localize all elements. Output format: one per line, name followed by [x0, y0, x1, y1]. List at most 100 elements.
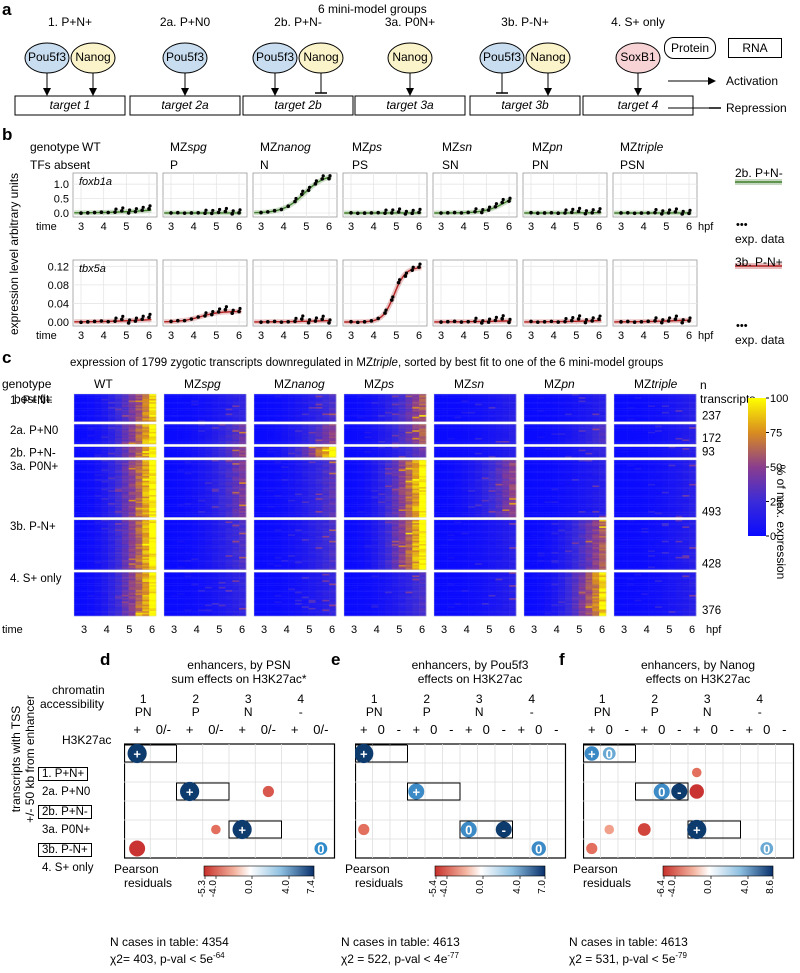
- data-point: [459, 211, 464, 215]
- data-point: [619, 320, 623, 324]
- data-point: [279, 320, 284, 324]
- data-point: [314, 316, 318, 320]
- data-point: [556, 211, 560, 216]
- target-label-0: target 1: [49, 98, 91, 112]
- x-tick-label: 5: [573, 221, 579, 233]
- genotype-5: MZpn: [532, 140, 563, 154]
- x-tick-label: 6: [326, 330, 332, 342]
- data-point: [140, 208, 144, 213]
- data-point: [584, 209, 589, 213]
- heatmap-block-3-1: [343, 423, 427, 445]
- col-tf-f-2: N: [702, 705, 712, 719]
- x-tick-label: 4: [641, 221, 647, 233]
- data-point: [86, 211, 90, 215]
- data-point: [328, 174, 332, 178]
- c-x-tick: 3: [261, 624, 267, 636]
- highlight-box: [407, 782, 461, 801]
- pearson-label2-d: residuals: [124, 876, 173, 890]
- panel-letter-d: d: [100, 650, 111, 669]
- heatmap-block-4-3: [433, 459, 517, 518]
- def-row-label-4: 3b. P-N+: [38, 843, 92, 857]
- data-point: [169, 319, 173, 324]
- data-point: [369, 319, 374, 323]
- data-point: [272, 319, 277, 324]
- sign-header: 0: [378, 722, 385, 737]
- data-point: [660, 320, 664, 325]
- pearson-tick: 4.0: [740, 880, 751, 894]
- data-point: [140, 317, 144, 322]
- data-point: [223, 209, 228, 214]
- residual-dot: [671, 783, 688, 800]
- sign-header: +: [745, 722, 753, 737]
- residual-dot: [127, 743, 147, 764]
- pou5f3-node-1-label: Pou5f3: [27, 50, 67, 64]
- plot-frame-1-5: [522, 259, 608, 327]
- nanog-node-3b-label: Nanog: [530, 50, 566, 64]
- n-cases-f: N cases in table: 4613: [569, 935, 688, 949]
- def-row-label-2: 2b. P+N-: [38, 805, 92, 819]
- sign-header: +: [291, 722, 299, 737]
- def-row-label-0: 1. P+N+: [38, 767, 89, 781]
- x-tick-label: 6: [506, 330, 512, 342]
- sign-header: 0: [763, 722, 770, 737]
- data-point: [576, 317, 581, 321]
- c-genotype-4: MZsn: [454, 377, 484, 391]
- col-tf-d-0: PN: [134, 705, 152, 719]
- def-row-label-5: 4. S+ only: [42, 862, 94, 874]
- data-point: [411, 208, 415, 212]
- data-point: [92, 210, 97, 215]
- pou5f3-node-2b-label: Pou5f3: [255, 50, 295, 64]
- data-point: [661, 318, 665, 322]
- data-point: [376, 210, 381, 215]
- data-point: [639, 211, 644, 215]
- pearson-tick: 4.0: [281, 880, 292, 894]
- x-tick-label: 6: [236, 221, 242, 233]
- c-genotype-prefix-2: MZ: [274, 377, 292, 391]
- genotype-4: MZsn: [442, 140, 472, 154]
- heatmap-block-6-3: [613, 459, 697, 518]
- exp-data-label-2: exp. data: [735, 333, 785, 347]
- x-tick-label: 5: [393, 330, 399, 342]
- data-point: [308, 318, 312, 322]
- data-point: [301, 189, 305, 193]
- data-point: [578, 314, 582, 318]
- x-tick-label: 4: [281, 221, 287, 233]
- data-point: [459, 320, 464, 324]
- group-label-4: 3b. P-N+: [501, 15, 549, 29]
- residual-sign: 0: [763, 842, 770, 857]
- pearson-tick: -4.0: [439, 880, 450, 898]
- legend-protein: Protein: [664, 37, 716, 59]
- genotype-suffix-2: nanog: [277, 140, 311, 154]
- col-tf-e-3: -: [529, 705, 534, 719]
- c-x-tick: 4: [194, 624, 200, 636]
- panel-d-title1: enhancers, by PSN: [187, 658, 291, 672]
- gene1-legend-label: 2b. P+N-: [735, 166, 783, 180]
- data-point: [417, 210, 421, 215]
- def-row-label-1: 2a. P+N0: [42, 786, 91, 798]
- data-point: [176, 318, 180, 323]
- pearson-tick: 4.0: [512, 880, 523, 894]
- data-point: [654, 316, 658, 320]
- highlight-box: [228, 820, 282, 839]
- panel-e-title2: effects on H3K27ac: [417, 672, 523, 686]
- data-point: [320, 317, 325, 322]
- data-point: [306, 320, 311, 325]
- data-point: [321, 174, 325, 178]
- c-x-tick: 4: [464, 624, 470, 636]
- data-point: [411, 265, 415, 269]
- data-point: [486, 208, 491, 212]
- sign-header: 0: [483, 722, 490, 737]
- tf-absent-4: SN: [442, 158, 459, 172]
- data-point: [279, 207, 284, 212]
- residual-dot: [408, 783, 425, 800]
- tf-absent-6: PSN: [620, 158, 645, 172]
- data-point: [501, 314, 505, 318]
- pearson-tick: 8.6: [765, 880, 776, 894]
- col-number-d-3: 4: [297, 692, 305, 706]
- data-point: [571, 315, 575, 320]
- x-tick-label: 5: [483, 330, 489, 342]
- data-point: [654, 208, 658, 212]
- residual-sign: 0: [465, 823, 472, 838]
- data-point: [507, 320, 511, 325]
- legend-rna-label: RNA: [742, 41, 768, 55]
